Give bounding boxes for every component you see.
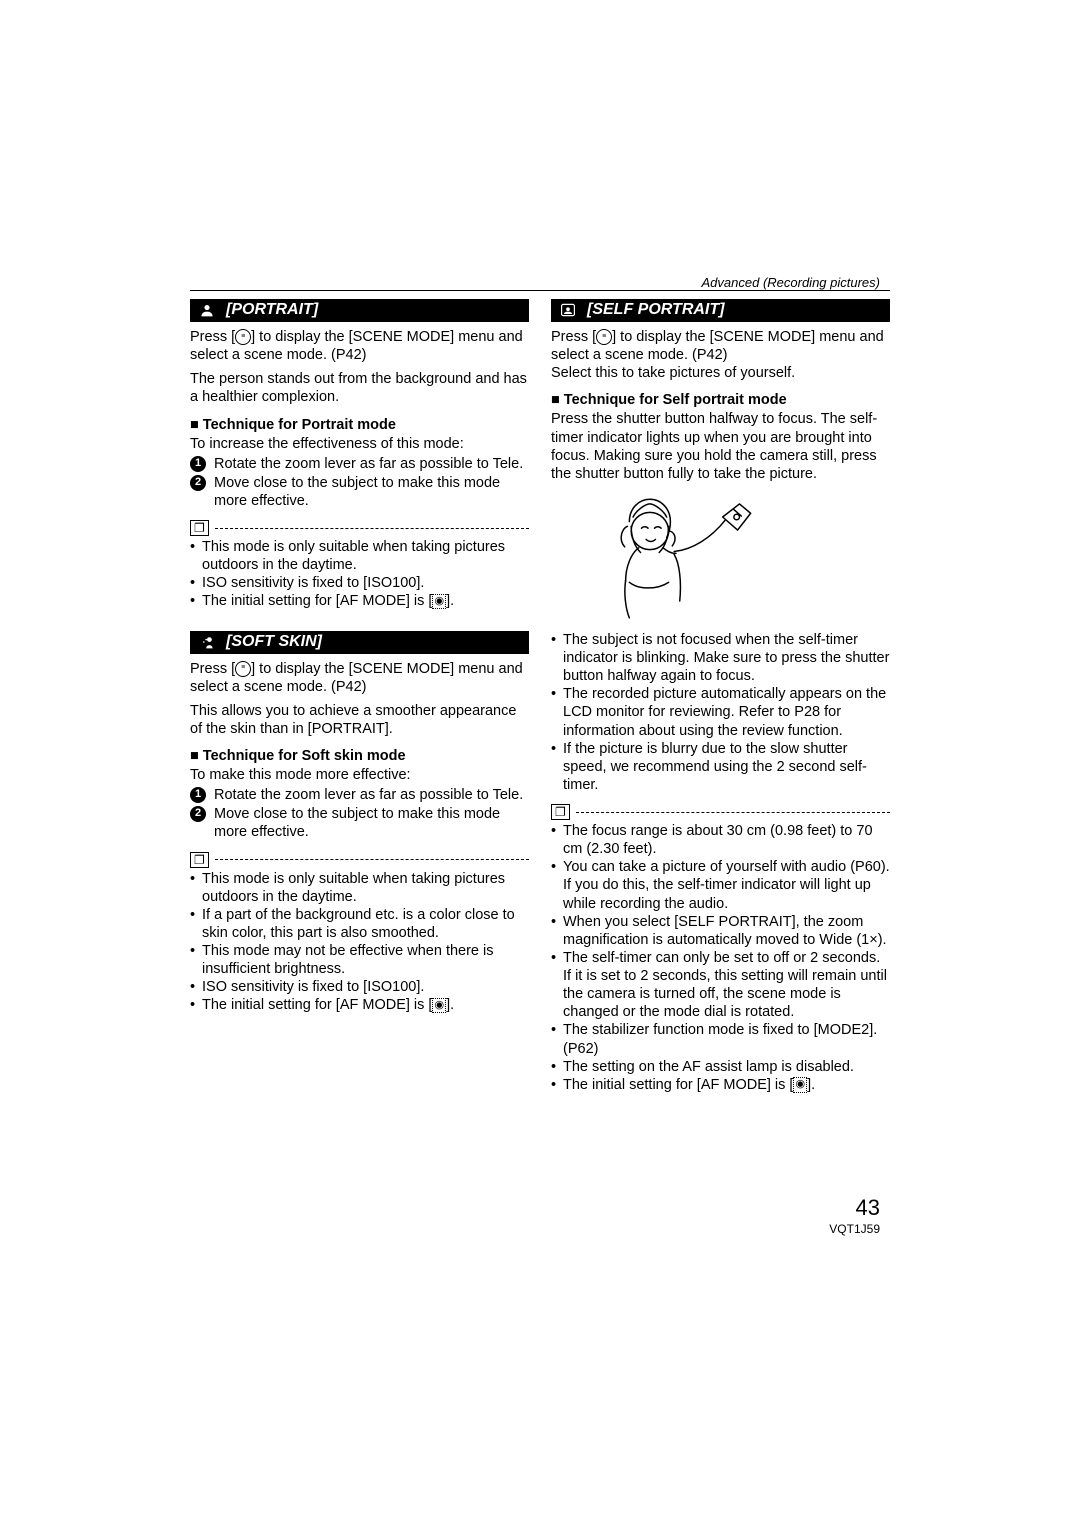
portrait-title: [PORTRAIT]: [226, 301, 318, 319]
right-column: [SELF PORTRAIT] Press [≡] to display the…: [551, 275, 890, 1094]
selfportrait-technique-body: Press the shutter button halfway to focu…: [551, 410, 890, 483]
text: ISO sensitivity is fixed to [ISO100].: [202, 574, 424, 592]
portrait-steps: 1 Rotate the zoom lever as far as possibl…: [190, 455, 529, 510]
list-item: 1 Rotate the zoom lever as far as possibl…: [190, 455, 529, 473]
text: The subject is not focused when the self…: [563, 631, 890, 685]
face-detect-icon: ◉: [793, 1077, 807, 1093]
softskin-technique-heading: Technique for Soft skin mode: [190, 748, 529, 764]
list-item: 2 Move close to the subject to make this …: [190, 474, 529, 510]
note-icon: ❐: [190, 852, 209, 868]
list-item: When you select [SELF PORTRAIT], the zoo…: [551, 913, 890, 949]
text: ISO sensitivity is fixed to [ISO100].: [202, 978, 424, 996]
text: Move close to the subject to make this m…: [214, 805, 529, 841]
list-item: This mode may not be effective when ther…: [190, 942, 529, 978]
note-divider: ❐: [190, 852, 529, 868]
text: The focus range is about 30 cm (0.98 fee…: [563, 822, 890, 858]
face-detect-icon: ◉: [432, 594, 446, 610]
portrait-notes: This mode is only suitable when taking p…: [190, 538, 529, 611]
portrait-icon: [198, 301, 216, 319]
list-item: The initial setting for [AF MODE] is [◉]…: [551, 1076, 890, 1094]
text: Press [: [551, 329, 596, 345]
step-number-icon: 1: [190, 456, 206, 472]
text: The stabilizer function mode is fixed to…: [563, 1021, 890, 1057]
list-item: 1 Rotate the zoom lever as far as possibl…: [190, 786, 529, 804]
portrait-technique-heading: Technique for Portrait mode: [190, 417, 529, 433]
list-item: The stabilizer function mode is fixed to…: [551, 1021, 890, 1057]
note-divider: ❐: [190, 520, 529, 536]
note-icon: ❐: [190, 520, 209, 536]
portrait-technique-lead: To increase the effectiveness of this mo…: [190, 435, 529, 453]
face-detect-icon: ◉: [432, 998, 446, 1014]
softskin-technique-lead: To make this mode more effective:: [190, 766, 529, 784]
dash-rule: [215, 859, 529, 860]
list-item: The initial setting for [AF MODE] is [◉]…: [190, 592, 529, 610]
text: This mode is only suitable when taking p…: [202, 870, 529, 906]
text: If the picture is blurry due to the slow…: [563, 740, 890, 794]
menu-set-icon: ≡: [235, 661, 251, 677]
text: This mode may not be effective when ther…: [202, 942, 529, 978]
text: The initial setting for [AF MODE] is [◉]…: [202, 996, 454, 1014]
footer-code: VQT1J59: [829, 1222, 880, 1236]
text: Move close to the subject to make this m…: [214, 474, 529, 510]
dash-rule: [215, 528, 529, 529]
selfportrait-notes: The focus range is about 30 cm (0.98 fee…: [551, 822, 890, 1094]
dash-rule: [576, 812, 890, 813]
selfportrait-title: [SELF PORTRAIT]: [587, 301, 724, 319]
note-icon: ❐: [551, 804, 570, 820]
list-item: If the picture is blurry due to the slow…: [551, 740, 890, 794]
list-item: The initial setting for [AF MODE] is [◉]…: [190, 996, 529, 1014]
list-item: The recorded picture automatically appea…: [551, 685, 890, 739]
softskin-icon: [198, 633, 216, 651]
menu-set-icon: ≡: [596, 329, 612, 345]
softskin-desc: This allows you to achieve a smoother ap…: [190, 702, 529, 738]
softskin-title: [SOFT SKIN]: [226, 633, 322, 651]
selfportrait-icon: [559, 301, 577, 319]
text: Rotate the zoom lever as far as possible…: [214, 786, 523, 804]
selfportrait-technique-heading: Technique for Self portrait mode: [551, 392, 890, 408]
list-item: 2 Move close to the subject to make this …: [190, 805, 529, 841]
list-item: You can take a picture of yourself with …: [551, 858, 890, 912]
softskin-notes: This mode is only suitable when taking p…: [190, 870, 529, 1015]
text: The self-timer can only be set to off or…: [563, 949, 890, 1022]
portrait-intro: Press [≡] to display the [SCENE MODE] me…: [190, 328, 529, 364]
softskin-intro: Press [≡] to display the [SCENE MODE] me…: [190, 660, 529, 696]
list-item: This mode is only suitable when taking p…: [190, 870, 529, 906]
portrait-header: [PORTRAIT]: [190, 299, 529, 322]
note-divider: ❐: [551, 804, 890, 820]
selfportrait-intro: Press [≡] to display the [SCENE MODE] me…: [551, 328, 890, 364]
text: When you select [SELF PORTRAIT], the zoo…: [563, 913, 890, 949]
text: The setting on the AF assist lamp is dis…: [563, 1058, 854, 1076]
list-item: This mode is only suitable when taking p…: [190, 538, 529, 574]
step-number-icon: 2: [190, 475, 206, 491]
list-item: The focus range is about 30 cm (0.98 fee…: [551, 822, 890, 858]
selfportrait-illustration: [571, 489, 781, 629]
list-item: ISO sensitivity is fixed to [ISO100].: [190, 978, 529, 996]
text: If a part of the background etc. is a co…: [202, 906, 529, 942]
text: The recorded picture automatically appea…: [563, 685, 890, 739]
text: This mode is only suitable when taking p…: [202, 538, 529, 574]
text: Rotate the zoom lever as far as possible…: [214, 455, 523, 473]
page-body: [PORTRAIT] Press [≡] to display the [SCE…: [190, 275, 890, 1094]
text: The initial setting for [AF MODE] is [◉]…: [563, 1076, 815, 1094]
text: Press [: [190, 661, 235, 677]
text: Press [: [190, 329, 235, 345]
list-item: If a part of the background etc. is a co…: [190, 906, 529, 942]
softskin-header: [SOFT SKIN]: [190, 631, 529, 654]
page-number: 43: [856, 1195, 880, 1221]
list-item: ISO sensitivity is fixed to [ISO100].: [190, 574, 529, 592]
text: The initial setting for [AF MODE] is [◉]…: [202, 592, 454, 610]
list-item: The subject is not focused when the self…: [551, 631, 890, 685]
step-number-icon: 1: [190, 787, 206, 803]
selfportrait-header: [SELF PORTRAIT]: [551, 299, 890, 322]
text: You can take a picture of yourself with …: [563, 858, 890, 912]
list-item: The setting on the AF assist lamp is dis…: [551, 1058, 890, 1076]
selfportrait-desc: Select this to take pictures of yourself…: [551, 364, 890, 382]
left-column: [PORTRAIT] Press [≡] to display the [SCE…: [190, 275, 529, 1094]
softskin-steps: 1 Rotate the zoom lever as far as possibl…: [190, 786, 529, 841]
menu-set-icon: ≡: [235, 329, 251, 345]
list-item: The self-timer can only be set to off or…: [551, 949, 890, 1022]
selfportrait-post-illus-notes: The subject is not focused when the self…: [551, 631, 890, 794]
step-number-icon: 2: [190, 806, 206, 822]
portrait-desc: The person stands out from the backgroun…: [190, 370, 529, 406]
